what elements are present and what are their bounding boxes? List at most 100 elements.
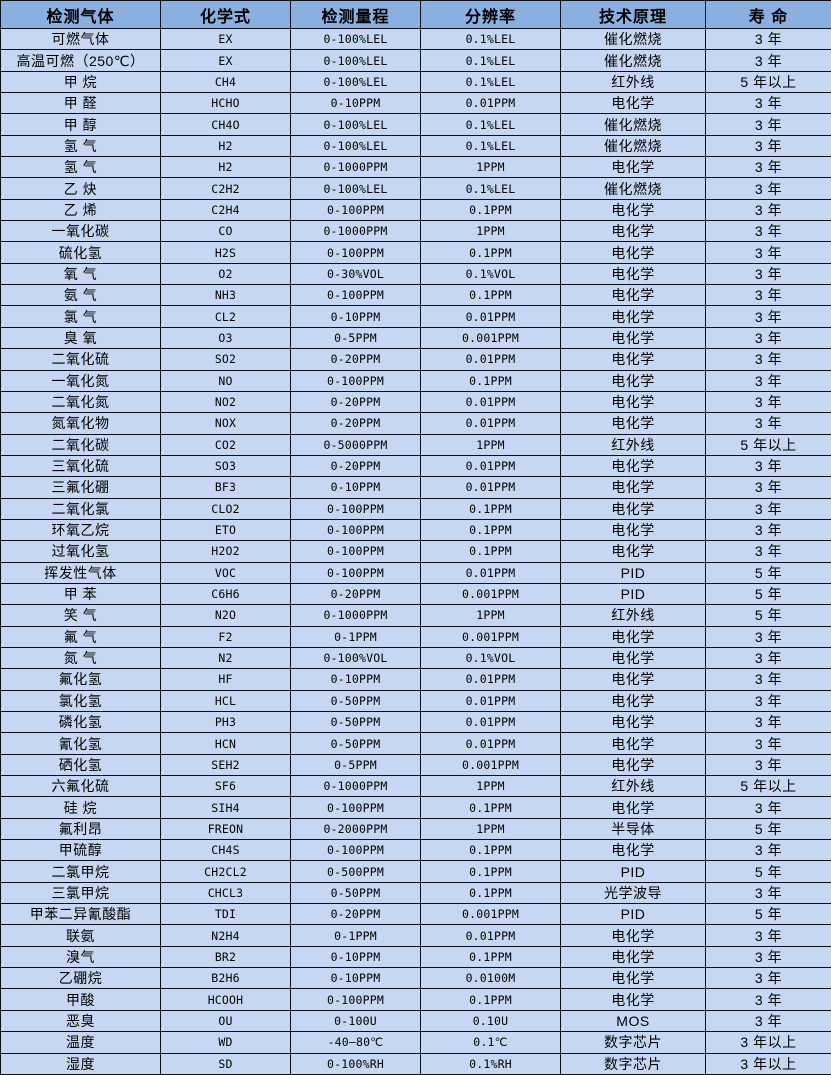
- cell-principle: 红外线: [560, 775, 706, 798]
- cell-formula: CH2CL2: [160, 860, 291, 883]
- table-row: 湿度 SD 0-100%RH 0.1%RH 数字芯片 3 年以上: [0, 1052, 831, 1075]
- cell-resolution: 0.1℃: [420, 1031, 561, 1054]
- table-row: 乙硼烷 B2H6 0-10PPM 0.0100M 电化学 3 年: [0, 967, 831, 990]
- cell-formula: B2H6: [160, 967, 291, 990]
- cell-formula: BF3: [160, 476, 291, 499]
- cell-resolution: 0.1%LEL: [420, 49, 561, 72]
- cell-range: 0-10PPM: [290, 967, 421, 990]
- cell-principle: 数字芯片: [560, 1052, 706, 1075]
- cell-life: 3 年: [705, 753, 831, 777]
- cell-gas: 一氧化氮: [0, 369, 161, 392]
- cell-life: 3 年: [705, 198, 831, 222]
- cell-gas: 甲 烷: [0, 70, 161, 94]
- cell-formula: C6H6: [160, 582, 291, 606]
- table-header: 检测气体 化学式 检测量程 分辨率 技术原理 寿 命: [0, 0, 831, 29]
- cell-gas: 氟化氢: [0, 668, 161, 691]
- table-row: 笑 气 N2O 0-1000PPM 1PPM 红外线 5 年: [0, 604, 831, 627]
- column-header-resolution: 分辨率: [420, 0, 561, 29]
- cell-principle: 电化学: [560, 369, 706, 392]
- cell-principle: 半导体: [560, 817, 706, 841]
- column-header-gas: 检测气体: [0, 0, 161, 29]
- cell-resolution: 0.01PPM: [420, 92, 561, 115]
- cell-gas: 乙硼烷: [0, 967, 161, 990]
- cell-formula: FREON: [160, 817, 291, 841]
- cell-range: 0-20PPM: [290, 454, 421, 478]
- cell-formula: TDI: [160, 903, 291, 926]
- cell-range: 0-50PPM: [290, 689, 421, 713]
- cell-gas: 氮氧化物: [0, 412, 161, 435]
- cell-resolution: 0.001PPM: [420, 903, 561, 926]
- cell-life: 3 年: [705, 646, 831, 670]
- cell-range: 0-50PPM: [290, 710, 421, 734]
- cell-formula: NOX: [160, 412, 291, 435]
- cell-resolution: 0.1PPM: [420, 945, 561, 969]
- cell-range: 0-50PPM: [290, 732, 421, 755]
- cell-range: 0-20PPM: [290, 903, 421, 926]
- table-row: 二氧化氯 CLO2 0-100PPM 0.1PPM 电化学 3 年: [0, 497, 831, 520]
- cell-gas: 笑 气: [0, 604, 161, 627]
- cell-formula: O2: [160, 262, 291, 286]
- cell-principle: 电化学: [560, 241, 706, 264]
- cell-gas: 环氧乙烷: [0, 518, 161, 542]
- table-row: 温度 WD -40—80℃ 0.1℃ 数字芯片 3 年以上: [0, 1031, 831, 1054]
- cell-life: 3 年以上: [705, 1031, 831, 1054]
- cell-gas: 氨 气: [0, 284, 161, 307]
- cell-principle: 电化学: [560, 348, 706, 371]
- cell-life: 3 年: [705, 967, 831, 990]
- cell-gas: 温度: [0, 1031, 161, 1054]
- cell-gas: 氰化氢: [0, 732, 161, 755]
- cell-range: 0-1PPM: [290, 924, 421, 947]
- cell-life: 5 年以上: [705, 70, 831, 94]
- table-row: 氧 气 O2 0-30%VOL 0.1%VOL 电化学 3 年: [0, 262, 831, 286]
- cell-principle: 电化学: [560, 518, 706, 542]
- cell-range: 0-1000PPM: [290, 775, 421, 798]
- cell-life: 3 年: [705, 156, 831, 179]
- cell-formula: H2S: [160, 241, 291, 264]
- cell-principle: PID: [560, 860, 706, 883]
- cell-formula: CH4S: [160, 839, 291, 862]
- cell-life: 5 年: [705, 604, 831, 627]
- cell-principle: 电化学: [560, 839, 706, 862]
- cell-formula: PH3: [160, 710, 291, 734]
- cell-resolution: 0.1%LEL: [420, 27, 561, 51]
- cell-principle: 电化学: [560, 625, 706, 648]
- cell-gas: 二氯甲烷: [0, 860, 161, 883]
- cell-life: 3 年: [705, 625, 831, 648]
- cell-gas: 甲硫醇: [0, 839, 161, 862]
- cell-life: 3 年: [705, 348, 831, 371]
- cell-principle: 电化学: [560, 326, 706, 350]
- cell-life: 5 年以上: [705, 775, 831, 798]
- cell-range: 0-100PPM: [290, 284, 421, 307]
- cell-formula: H2: [160, 156, 291, 179]
- cell-life: 3 年: [705, 284, 831, 307]
- cell-life: 3 年: [705, 945, 831, 969]
- table-row: 高温可燃（250℃） EX 0-100%LEL 0.1%LEL 催化燃烧 3 年: [0, 49, 831, 72]
- cell-resolution: 0.10U: [420, 1009, 561, 1033]
- cell-gas: 三氧化硫: [0, 454, 161, 478]
- cell-gas: 甲酸: [0, 988, 161, 1011]
- table-row: 甲 醇 CH4O 0-100%LEL 0.1%LEL 催化燃烧 3 年: [0, 113, 831, 136]
- cell-formula: NO: [160, 369, 291, 392]
- cell-principle: 红外线: [560, 604, 706, 627]
- cell-formula: OU: [160, 1009, 291, 1033]
- cell-formula: O3: [160, 326, 291, 350]
- cell-principle: PID: [560, 903, 706, 926]
- cell-gas: 硒化氢: [0, 753, 161, 777]
- cell-life: 3 年: [705, 326, 831, 350]
- cell-range: 0-1000PPM: [290, 220, 421, 243]
- cell-formula: HCL: [160, 689, 291, 713]
- table-row: 六氟化硫 SF6 0-1000PPM 1PPM 红外线 5 年以上: [0, 775, 831, 798]
- cell-principle: 电化学: [560, 796, 706, 819]
- cell-principle: 电化学: [560, 540, 706, 563]
- cell-life: 3 年: [705, 220, 831, 243]
- cell-range: 0-10PPM: [290, 305, 421, 328]
- cell-life: 3 年: [705, 497, 831, 520]
- cell-life: 3 年: [705, 390, 831, 414]
- cell-life: 3 年: [705, 1009, 831, 1033]
- cell-principle: 电化学: [560, 988, 706, 1011]
- cell-range: 0-1000PPM: [290, 604, 421, 627]
- cell-principle: PID: [560, 561, 706, 584]
- cell-resolution: 1PPM: [420, 817, 561, 841]
- cell-principle: 电化学: [560, 689, 706, 713]
- table-row: 氯 气 CL2 0-10PPM 0.01PPM 电化学 3 年: [0, 305, 831, 328]
